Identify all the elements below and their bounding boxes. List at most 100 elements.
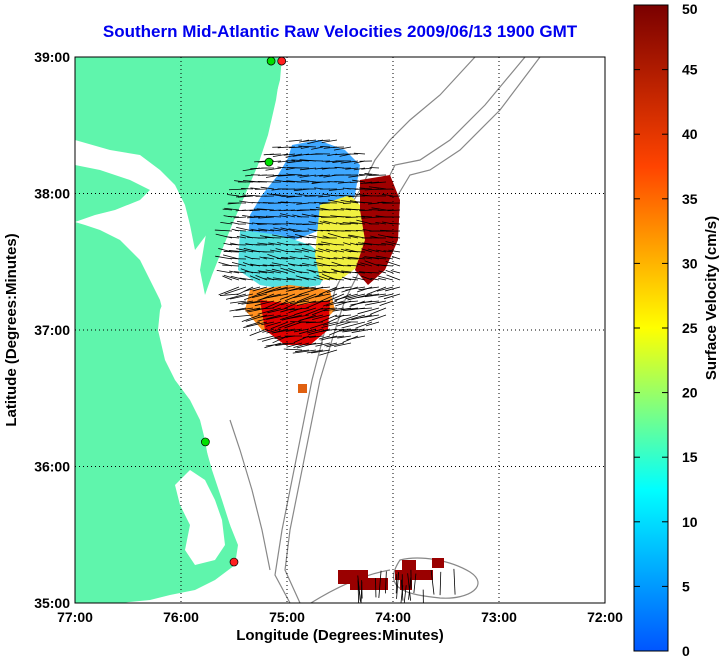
- velocity-vector: [245, 314, 268, 322]
- velocity-vector: [244, 286, 261, 292]
- velocity-vector: [362, 257, 373, 260]
- velocity-vector: [306, 349, 324, 354]
- velocity-vector: [285, 328, 303, 332]
- velocity-vector: [396, 572, 400, 599]
- velocity-vector: [385, 571, 387, 594]
- velocity-vector: [260, 186, 275, 190]
- velocity-vector: [224, 207, 240, 211]
- velocity-vector: [244, 293, 261, 301]
- velocity-vector: [385, 286, 401, 292]
- velocity-vector: [241, 314, 261, 322]
- colorbar-tick-label: 25: [682, 320, 698, 336]
- plot-frame: [74, 56, 606, 604]
- velocity-vector: [233, 271, 247, 274]
- velocity-vector: [328, 188, 345, 191]
- land-outer-banks: [202, 445, 236, 565]
- y-axis-ticks: 39:00 38:00 37:00 36:00 35:00: [34, 49, 70, 611]
- velocity-vector: [230, 275, 247, 281]
- radar-station-marker: [264, 157, 274, 167]
- velocity-vector: [400, 585, 404, 603]
- velocity-vector: [299, 264, 310, 267]
- velocity-vector: [235, 195, 247, 198]
- velocity-vector: [218, 286, 240, 296]
- velocity-vector: [347, 235, 359, 239]
- velocity-vector: [222, 208, 233, 211]
- radar-station-marker: [201, 437, 210, 447]
- velocity-vector: [408, 577, 412, 600]
- radar-station-marker: [229, 557, 239, 567]
- colorbar-tick-label: 0: [682, 643, 690, 659]
- velocity-vector: [371, 207, 387, 211]
- velocity-vector: [277, 174, 296, 177]
- velocity-vector: [347, 264, 359, 267]
- velocity-vector: [359, 209, 373, 212]
- velocity-vector: [341, 307, 359, 311]
- map-title: Southern Mid-Atlantic Raw Velocities 200…: [102, 22, 578, 41]
- velocity-vector: [355, 321, 373, 329]
- velocity-vector: [301, 179, 317, 183]
- velocity-vector: [258, 286, 282, 296]
- velocity-vector: [229, 307, 247, 312]
- velocity-vector: [311, 349, 331, 354]
- velocity-vector: [319, 293, 338, 303]
- velocity-vector: [257, 242, 275, 246]
- land-delmarva: [200, 60, 282, 295]
- velocity-vector: [348, 234, 366, 239]
- velocity-vector: [262, 264, 275, 267]
- velocity-vector: [277, 166, 289, 169]
- velocity-vector: [334, 166, 345, 169]
- velocity-vector: [265, 237, 282, 239]
- velocity-vector: [336, 264, 352, 267]
- velocity-vector: [252, 286, 268, 292]
- velocity-vector: [328, 278, 345, 281]
- velocity-vector: [350, 307, 373, 310]
- velocity-vector: [326, 293, 345, 302]
- velocity-vector: [266, 328, 282, 334]
- velocity-vector: [327, 335, 345, 339]
- velocity-vector: [229, 258, 247, 260]
- velocity-vector: [369, 167, 380, 169]
- velocity-vector: [309, 208, 324, 211]
- velocity-vector: [283, 181, 296, 183]
- velocity-vector: [309, 257, 324, 260]
- velocity-vector: [336, 321, 352, 327]
- velocity-vectors: [214, 139, 456, 603]
- velocity-vector: [299, 276, 317, 281]
- velocity-vector: [234, 229, 247, 232]
- velocity-vector: [345, 286, 366, 291]
- velocity-vector: [358, 242, 373, 246]
- velocity-vector: [226, 236, 240, 239]
- velocity-vector: [335, 293, 352, 302]
- velocity-vector: [224, 286, 247, 295]
- velocity-vector: [215, 255, 233, 260]
- velocity-vector: [279, 215, 289, 218]
- velocity-vector: [289, 307, 310, 311]
- velocity-vector: [361, 300, 380, 304]
- velocity-vector: [314, 293, 331, 298]
- velocity-vector: [308, 328, 331, 335]
- velocity-vector: [349, 251, 366, 253]
- velocity-vector: [299, 314, 324, 321]
- velocity-vector: [368, 256, 387, 260]
- velocity-vector: [335, 153, 345, 156]
- velocity-vector: [376, 286, 394, 292]
- velocity-cell: [400, 580, 412, 590]
- velocity-vector: [280, 236, 296, 239]
- velocity-vector: [230, 293, 254, 300]
- velocity-vector: [361, 580, 363, 599]
- velocity-vector: [324, 342, 338, 347]
- velocity-vector: [334, 249, 345, 253]
- velocity-vector: [230, 221, 240, 225]
- velocity-vector: [319, 307, 338, 310]
- x-axis-label: Longitude (Degrees:Minutes): [236, 627, 444, 644]
- velocity-vector: [250, 187, 261, 190]
- velocity-vector: [390, 270, 401, 274]
- velocity-vector: [244, 271, 261, 274]
- velocity-vector: [249, 209, 261, 212]
- velocity-vector: [388, 249, 401, 253]
- velocity-vector: [288, 268, 303, 274]
- velocity-vector: [265, 321, 282, 327]
- velocity-vector: [335, 314, 352, 317]
- velocity-vector: [333, 328, 352, 331]
- radar-stations: [201, 56, 287, 567]
